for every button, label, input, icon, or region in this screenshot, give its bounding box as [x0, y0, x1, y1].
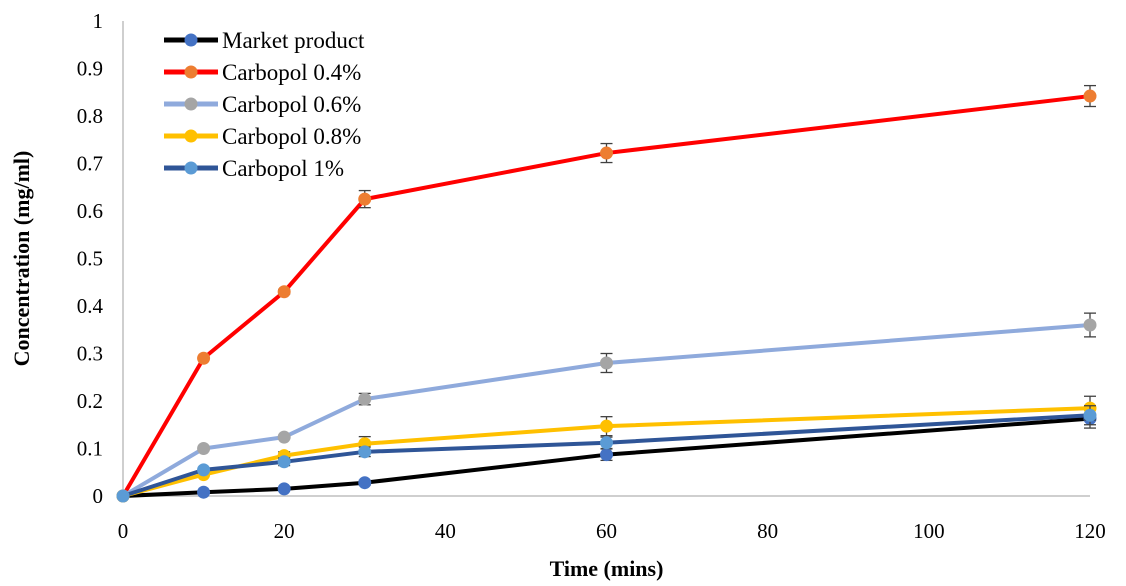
data-point [600, 419, 613, 433]
x-tick-label: 120 [1074, 519, 1106, 543]
legend-swatch-marker [184, 161, 198, 175]
series-layer [116, 84, 1097, 503]
legend-entry: Carbopol 1% [164, 156, 344, 181]
y-tick-label: 0.8 [77, 104, 103, 128]
legend-entry: Carbopol 0.4% [164, 60, 361, 85]
data-point [116, 489, 130, 503]
data-point [600, 356, 613, 370]
x-tick-label: 40 [435, 519, 456, 543]
data-point [358, 445, 372, 459]
series-line [122, 413, 1091, 498]
series-line [122, 416, 1091, 498]
data-point [358, 192, 372, 206]
legend-swatch-marker [184, 97, 198, 111]
series-4 [116, 405, 1097, 503]
data-point [358, 392, 372, 406]
y-axis-title: Concentration (mg/ml) [9, 151, 34, 367]
data-point [600, 448, 613, 462]
x-tick-label: 0 [118, 519, 129, 543]
legend-entry: Carbopol 0.6% [164, 92, 361, 117]
legend-label: Carbopol 0.6% [222, 92, 361, 117]
legend-entry: Carbopol 0.8% [164, 124, 361, 149]
series-1 [116, 84, 1097, 503]
data-point [197, 463, 211, 477]
y-tick-label: 0.7 [77, 152, 103, 176]
legend: Market product Carbopol 0.4% Carbopol 0.6%… [164, 28, 365, 181]
x-tick-label: 80 [757, 519, 778, 543]
legend-label: Carbopol 1% [222, 156, 344, 181]
series-line [121, 94, 1091, 498]
y-tick-label: 0.1 [77, 437, 103, 461]
axes [122, 21, 1090, 497]
x-tick-labels: 0 20 40 60 80 100 120 [118, 519, 1106, 543]
x-axis-title: Time (mins) [550, 556, 664, 581]
legend-label: Carbopol 0.8% [222, 124, 361, 149]
data-point [277, 455, 291, 469]
series-line [121, 323, 1091, 498]
series-2 [116, 312, 1097, 503]
y-tick-label: 0.3 [77, 342, 103, 366]
data-point [197, 442, 211, 455]
y-tick-label: 0.9 [77, 57, 103, 81]
legend-label: Market product [222, 28, 365, 53]
x-tick-label: 60 [596, 519, 617, 543]
y-tick-label: 1 [93, 9, 104, 33]
data-point [277, 482, 291, 496]
x-tick-label: 20 [274, 519, 295, 543]
data-point [1083, 89, 1097, 103]
legend-swatch-marker [184, 65, 198, 79]
data-point [277, 285, 291, 299]
data-point [1083, 318, 1097, 332]
y-tick-label: 0.5 [77, 247, 103, 271]
legend-label: Carbopol 0.4% [222, 60, 361, 85]
data-point [197, 351, 211, 365]
legend-entry: Market product [164, 28, 365, 53]
series-line [122, 406, 1091, 498]
y-tick-label: 0.4 [77, 294, 104, 318]
y-tick-label: 0.6 [77, 199, 103, 223]
legend-swatch-marker [184, 33, 198, 47]
data-point [1083, 408, 1097, 422]
data-point [358, 476, 372, 490]
data-point [197, 485, 211, 499]
data-point [600, 146, 613, 160]
x-tick-label: 100 [913, 519, 945, 543]
data-point [277, 430, 291, 444]
legend-swatch-marker [184, 129, 198, 143]
data-point [600, 436, 613, 450]
y-tick-label: 0 [93, 484, 104, 508]
y-tick-labels: 0 0.1 0.2 0.3 0.4 0.5 0.6 0.7 0.8 0.9 1 [77, 9, 104, 508]
y-tick-label: 0.2 [77, 389, 103, 413]
